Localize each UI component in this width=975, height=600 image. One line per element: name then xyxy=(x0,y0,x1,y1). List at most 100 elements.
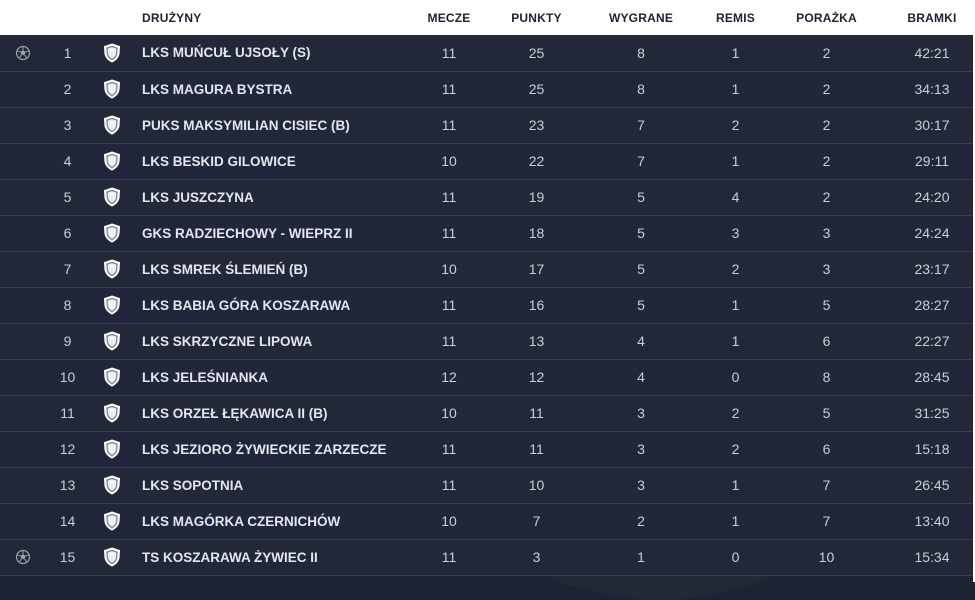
header-goals[interactable]: Bramki xyxy=(907,10,957,25)
status-cell xyxy=(0,539,45,575)
position-cell: 12 xyxy=(59,441,76,457)
league-table: Drużyny Mecze Punkty Wygrane Remis Poraż… xyxy=(0,0,975,575)
table-row[interactable]: 1 LKS MUŃCUŁ UJSOŁY (S) 11 25 8 1 2 42:2… xyxy=(0,35,975,71)
team-name[interactable]: LKS BABIA GÓRA KOSZARAWA xyxy=(142,297,351,313)
header-team[interactable]: Drużyny xyxy=(142,10,202,25)
team-crest-icon xyxy=(90,259,134,279)
wins-cell: 4 xyxy=(637,333,645,349)
header-points[interactable]: Punkty xyxy=(511,10,562,25)
status-cell xyxy=(0,323,45,359)
goals-cell: 23:17 xyxy=(914,261,950,277)
header-losses[interactable]: Porażka xyxy=(796,10,857,25)
team-crest-icon xyxy=(90,223,134,243)
draws-cell: 2 xyxy=(731,117,740,133)
draws-cell: 2 xyxy=(731,261,740,277)
losses-cell: 10 xyxy=(818,549,835,565)
draws-cell: 1 xyxy=(731,81,740,97)
wins-cell: 2 xyxy=(637,513,645,529)
team-crest-icon xyxy=(90,475,134,495)
table-row[interactable]: 2 LKS MAGURA BYSTRA 11 25 8 1 2 34:13 xyxy=(0,71,975,107)
matches-cell: 10 xyxy=(441,405,457,421)
points-cell: 18 xyxy=(528,225,545,241)
draws-cell: 1 xyxy=(731,153,740,169)
goals-cell: 34:13 xyxy=(914,81,950,97)
status-cell xyxy=(0,503,45,539)
table-row[interactable]: 4 LKS BESKID GILOWICE 10 22 7 1 2 29:11 xyxy=(0,143,975,179)
status-cell xyxy=(0,395,45,431)
wins-cell: 5 xyxy=(637,189,645,205)
team-name[interactable]: LKS SOPOTNIA xyxy=(142,477,244,493)
team-name[interactable]: LKS MAGÓRKA CZERNICHÓW xyxy=(142,513,341,529)
position-cell: 8 xyxy=(63,297,72,313)
status-cell xyxy=(0,251,45,287)
draws-cell: 2 xyxy=(731,405,740,421)
goals-cell: 26:45 xyxy=(914,477,950,493)
losses-cell: 3 xyxy=(822,261,831,277)
team-name[interactable]: PUKS MAKSYMILIAN CISIEC (B) xyxy=(142,117,350,133)
team-name[interactable]: LKS JEZIORO ŻYWIECKIE ZARZECZE xyxy=(142,441,387,457)
losses-cell: 5 xyxy=(822,297,831,313)
team-name[interactable]: LKS BESKID GILOWICE xyxy=(142,153,296,169)
crest-cell xyxy=(90,503,134,539)
header-draws[interactable]: Remis xyxy=(715,10,755,25)
table-row[interactable]: 10 LKS JELEŚNIANKA 12 12 4 0 8 28:45 xyxy=(0,359,975,395)
status-cell xyxy=(0,215,45,251)
table-row[interactable]: 12 LKS JEZIORO ŻYWIECKIE ZARZECZE 11 11 … xyxy=(0,431,975,467)
draws-cell: 1 xyxy=(731,44,740,61)
team-name[interactable]: LKS MUŃCUŁ UJSOŁY (S) xyxy=(142,45,311,61)
position-cell: 6 xyxy=(63,225,72,241)
position-cell: 5 xyxy=(63,189,72,205)
draws-cell: 1 xyxy=(731,297,740,313)
table-row[interactable]: 5 LKS JUSZCZYNA 11 19 5 4 2 24:20 xyxy=(0,179,975,215)
matches-cell: 11 xyxy=(441,333,457,349)
table-row[interactable]: 13 LKS SOPOTNIA 11 10 3 1 7 26:45 xyxy=(0,467,975,503)
wins-cell: 3 xyxy=(637,441,645,457)
draws-cell: 4 xyxy=(731,189,740,205)
goals-cell: 28:27 xyxy=(914,297,950,313)
points-cell: 11 xyxy=(529,405,544,421)
team-name[interactable]: GKS RADZIECHOWY - WIEPRZ II xyxy=(142,225,353,241)
team-crest-icon xyxy=(90,511,134,531)
table-row[interactable]: 3 PUKS MAKSYMILIAN CISIEC (B) 11 23 7 2 … xyxy=(0,107,975,143)
losses-cell: 2 xyxy=(822,81,831,97)
position-cell: 3 xyxy=(63,117,72,133)
status-cell xyxy=(0,71,45,107)
goals-cell: 24:20 xyxy=(914,189,950,205)
goals-cell: 28:45 xyxy=(914,369,950,385)
table-row[interactable]: 9 LKS SKRZYCZNE LIPOWA 11 13 4 1 6 22:27 xyxy=(0,323,975,359)
table-row[interactable]: 11 LKS ORZEŁ ŁĘKAWICA II (B) 10 11 3 2 5… xyxy=(0,395,975,431)
losses-cell: 2 xyxy=(822,153,831,169)
losses-cell: 7 xyxy=(822,513,831,529)
matches-cell: 11 xyxy=(441,225,457,241)
team-crest-icon xyxy=(90,547,134,567)
losses-cell: 7 xyxy=(822,477,831,493)
table-row[interactable]: 7 LKS SMREK ŚLEMIEŃ (B) 10 17 5 2 3 23:1… xyxy=(0,251,975,287)
team-name[interactable]: LKS ORZEŁ ŁĘKAWICA II (B) xyxy=(142,405,328,421)
team-name[interactable]: LKS JELEŚNIANKA xyxy=(142,369,269,385)
crest-cell xyxy=(90,467,134,503)
losses-cell: 5 xyxy=(822,405,831,421)
table-row[interactable]: 6 GKS RADZIECHOWY - WIEPRZ II 11 18 5 3 … xyxy=(0,215,975,251)
matches-cell: 10 xyxy=(441,261,457,277)
crest-cell xyxy=(90,251,134,287)
team-name[interactable]: TS KOSZARAWA ŻYWIEC II xyxy=(142,549,318,565)
status-cell xyxy=(0,467,45,503)
draws-cell: 1 xyxy=(731,513,740,529)
points-cell: 25 xyxy=(528,81,545,97)
status-cell xyxy=(0,35,45,71)
team-name[interactable]: LKS JUSZCZYNA xyxy=(142,189,254,205)
team-name[interactable]: LKS MAGURA BYSTRA xyxy=(142,81,293,97)
team-name[interactable]: LKS SMREK ŚLEMIEŃ (B) xyxy=(142,261,308,277)
goals-cell: 29:11 xyxy=(915,153,949,169)
points-cell: 11 xyxy=(529,441,544,457)
team-crest-icon xyxy=(90,151,134,171)
team-name[interactable]: LKS SKRZYCZNE LIPOWA xyxy=(142,333,313,349)
crest-cell xyxy=(90,71,134,107)
header-wins[interactable]: Wygrane xyxy=(608,10,674,25)
table-row[interactable]: 15 TS KOSZARAWA ŻYWIEC II 11 3 1 0 10 15… xyxy=(0,539,975,575)
table-row[interactable]: 8 LKS BABIA GÓRA KOSZARAWA 11 16 5 1 5 2… xyxy=(0,287,975,323)
position-cell: 1 xyxy=(63,44,72,61)
matches-cell: 11 xyxy=(441,441,457,457)
table-row[interactable]: 14 LKS MAGÓRKA CZERNICHÓW 10 7 2 1 7 13:… xyxy=(0,503,975,539)
header-matches[interactable]: Mecze xyxy=(427,10,471,25)
